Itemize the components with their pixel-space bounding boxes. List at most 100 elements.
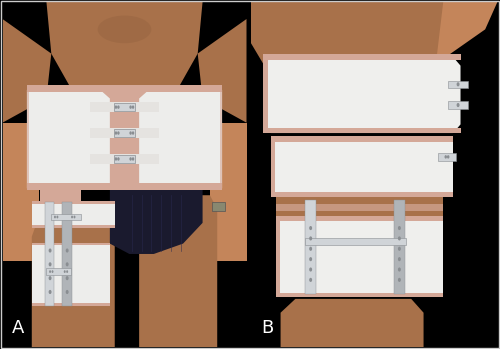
Text: B: B (261, 319, 273, 337)
Circle shape (54, 216, 56, 218)
Circle shape (447, 155, 450, 158)
Circle shape (114, 105, 117, 109)
Bar (0, 123, 39, 261)
Polygon shape (40, 188, 80, 202)
Circle shape (66, 262, 68, 266)
Polygon shape (198, 19, 246, 123)
Circle shape (398, 267, 401, 272)
Bar (448, 101, 468, 109)
Polygon shape (276, 220, 444, 297)
Circle shape (132, 131, 134, 135)
Circle shape (71, 216, 73, 218)
Bar (276, 221, 280, 297)
Bar (62, 202, 72, 306)
Circle shape (456, 103, 460, 107)
Bar (27, 90, 29, 188)
Circle shape (398, 257, 401, 261)
Circle shape (398, 236, 401, 240)
Circle shape (309, 247, 312, 251)
Bar (90, 102, 158, 112)
Bar (32, 243, 110, 245)
Polygon shape (32, 216, 114, 347)
Circle shape (444, 155, 447, 158)
Circle shape (309, 257, 312, 261)
Bar (90, 128, 158, 138)
Circle shape (130, 157, 132, 161)
Circle shape (49, 270, 51, 273)
Circle shape (48, 248, 51, 253)
Polygon shape (270, 140, 453, 197)
Bar (114, 103, 136, 111)
Bar (90, 154, 158, 164)
Circle shape (309, 278, 312, 282)
Polygon shape (110, 188, 202, 254)
Circle shape (114, 157, 117, 161)
Polygon shape (436, 2, 498, 64)
Polygon shape (264, 57, 460, 133)
Circle shape (132, 105, 134, 109)
Circle shape (309, 267, 312, 272)
Circle shape (66, 270, 68, 273)
Circle shape (66, 276, 68, 280)
Circle shape (398, 278, 401, 282)
Polygon shape (251, 2, 460, 64)
Circle shape (117, 157, 119, 161)
Bar (264, 127, 460, 133)
Text: A: A (12, 319, 24, 337)
Polygon shape (27, 183, 222, 190)
Bar (264, 54, 268, 133)
Circle shape (398, 247, 401, 251)
Bar (264, 53, 460, 60)
Bar (270, 138, 275, 197)
Bar (114, 129, 136, 137)
Circle shape (130, 131, 132, 135)
Circle shape (309, 236, 312, 240)
Circle shape (114, 131, 117, 135)
Bar (212, 202, 224, 211)
Bar (32, 201, 114, 204)
Bar (270, 192, 453, 197)
Circle shape (66, 290, 68, 294)
Bar (305, 200, 316, 294)
Bar (394, 200, 405, 294)
Circle shape (456, 82, 460, 87)
Polygon shape (46, 2, 203, 98)
Polygon shape (280, 299, 424, 347)
Bar (276, 216, 444, 221)
Circle shape (117, 105, 119, 109)
Circle shape (132, 157, 134, 161)
Circle shape (117, 131, 119, 135)
Bar (276, 204, 444, 211)
Polygon shape (139, 90, 222, 188)
Circle shape (74, 216, 76, 218)
Circle shape (52, 270, 54, 273)
Bar (276, 293, 444, 297)
Bar (270, 136, 453, 142)
Circle shape (66, 248, 68, 253)
Polygon shape (32, 244, 110, 306)
Circle shape (48, 262, 51, 266)
Bar (52, 214, 80, 221)
Polygon shape (2, 19, 51, 123)
Bar (32, 225, 114, 228)
Bar (448, 81, 468, 88)
Circle shape (398, 226, 401, 230)
Circle shape (130, 105, 132, 109)
Ellipse shape (98, 16, 152, 43)
Bar (220, 90, 222, 188)
Circle shape (309, 226, 312, 230)
Polygon shape (139, 195, 217, 347)
Circle shape (48, 276, 51, 280)
Bar (45, 202, 54, 306)
Polygon shape (27, 85, 222, 91)
Circle shape (56, 216, 58, 218)
Bar (438, 153, 456, 161)
Bar (305, 238, 406, 245)
Bar (210, 123, 252, 261)
Polygon shape (276, 197, 444, 220)
Polygon shape (27, 90, 110, 188)
Circle shape (64, 270, 66, 273)
Bar (46, 268, 71, 275)
Circle shape (48, 290, 51, 294)
Polygon shape (100, 90, 149, 188)
